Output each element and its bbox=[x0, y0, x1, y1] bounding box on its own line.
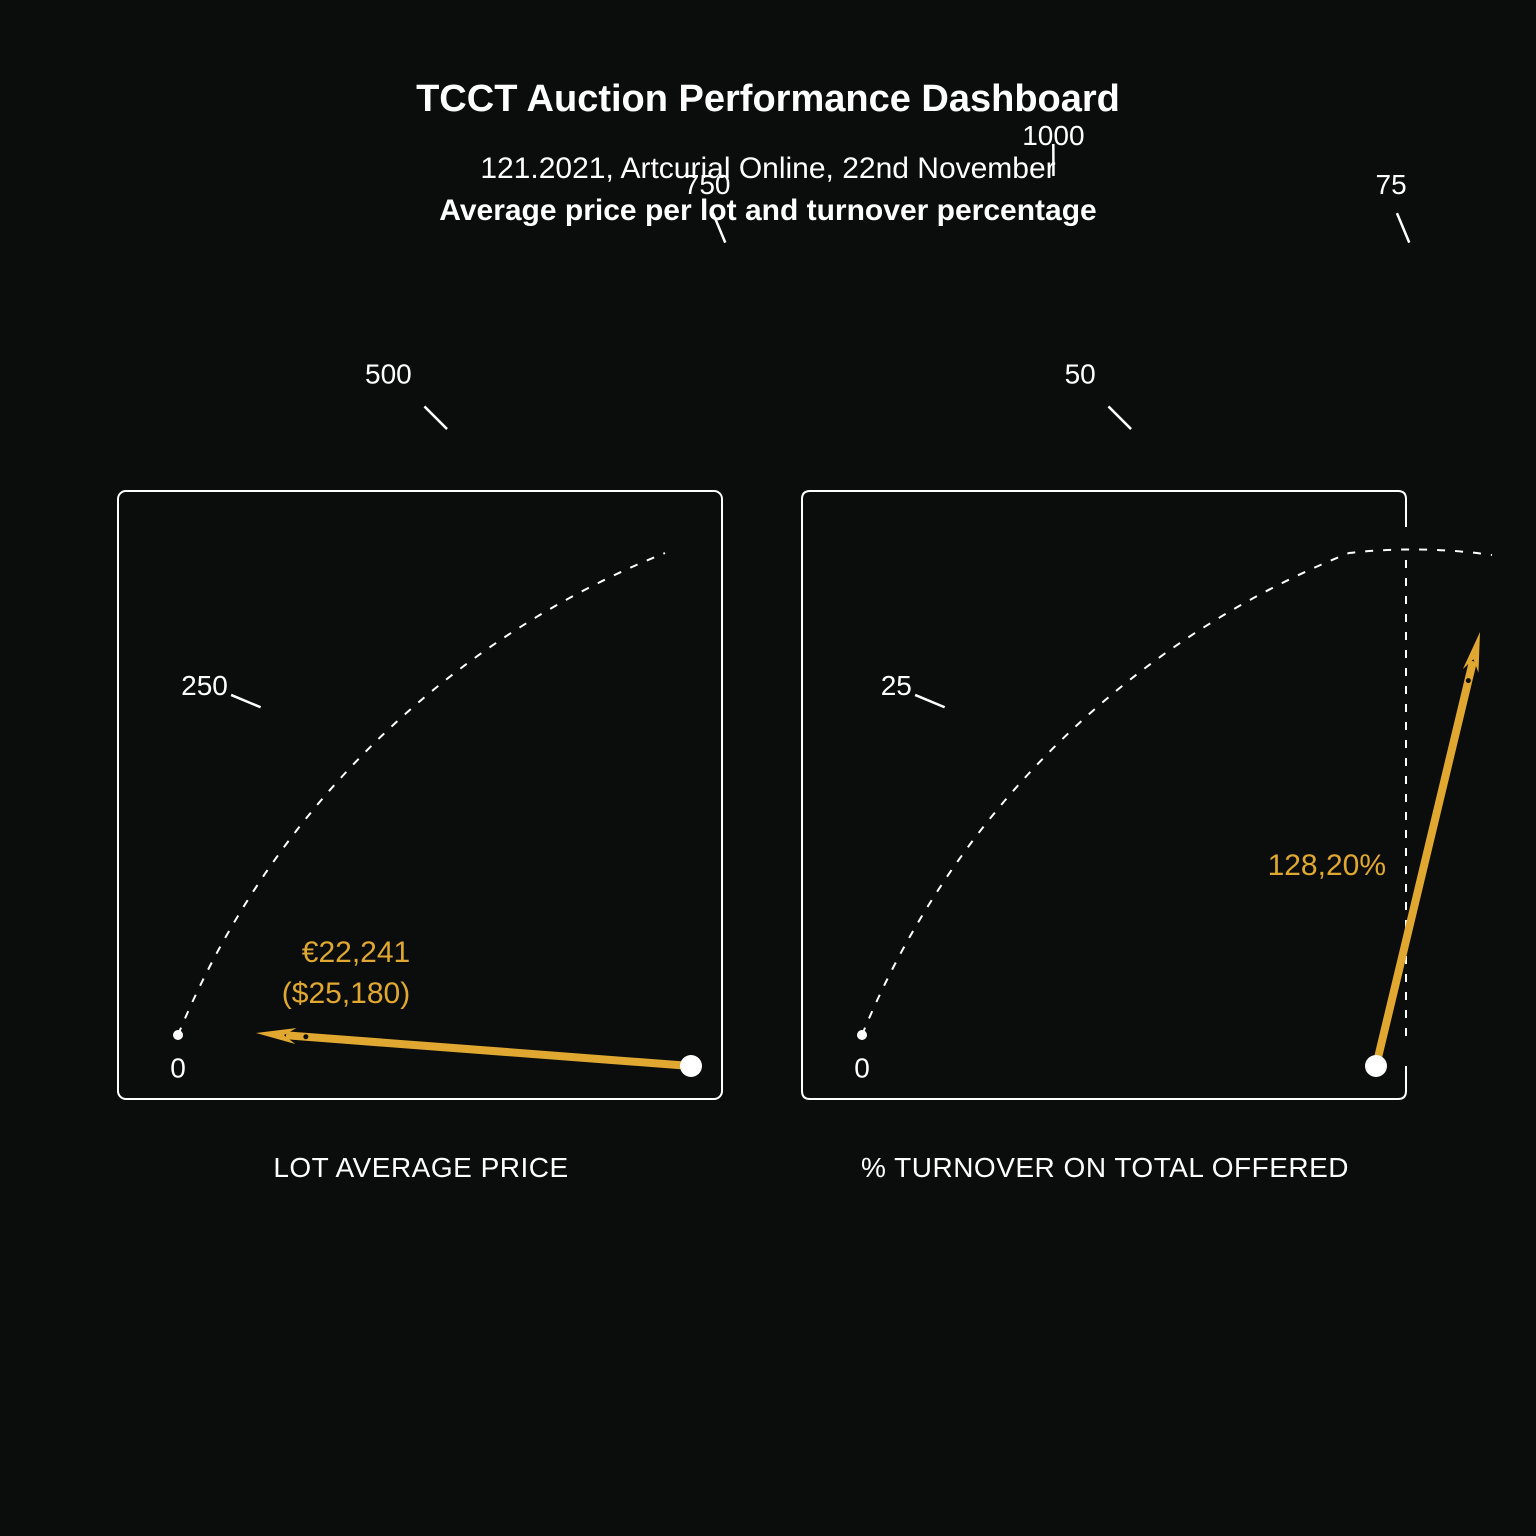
gauge-tick-label: 750 bbox=[684, 169, 731, 200]
gauge-tick-label: 0 bbox=[170, 1052, 186, 1083]
gauge-turnover-percentage: 0255075100 128,20% bbox=[854, 169, 1493, 1083]
gauge-needle-head bbox=[1462, 632, 1480, 673]
gauge-tick-label: 500 bbox=[365, 359, 412, 390]
gauge-tick-label: 50 bbox=[1065, 359, 1096, 390]
gauge-origin-dot bbox=[173, 1030, 183, 1040]
gauge-needle-hub bbox=[1365, 1055, 1387, 1077]
gauge-needle-head bbox=[256, 1028, 297, 1045]
page-subtitle-bold: Average price per lot and turnover perce… bbox=[439, 194, 1097, 227]
gauge-tick-label: 0 bbox=[854, 1052, 870, 1083]
gauge-value-label: 128,20% bbox=[1268, 849, 1386, 882]
gauge-needle-notch bbox=[1465, 678, 1471, 684]
gauge-label-right: % TURNOVER ON TOTAL OFFERED bbox=[860, 1152, 1349, 1183]
gauge-needle-shaft bbox=[1372, 661, 1477, 1070]
gauge-origin-dot bbox=[857, 1030, 867, 1040]
gauge-tick-label: 250 bbox=[181, 670, 228, 701]
gauge-frame-left bbox=[117, 490, 723, 1100]
gauge-tick-label: 1000 bbox=[1022, 120, 1084, 151]
gauge-needle-shaft bbox=[285, 1031, 695, 1070]
gauge-tick-mark bbox=[230, 693, 262, 709]
gauge-tick-mark bbox=[914, 693, 946, 709]
gauge-value-sublabel: ($25,180) bbox=[282, 977, 410, 1010]
gauge-needle-notch bbox=[303, 1034, 309, 1040]
gauge-scale-arc bbox=[177, 552, 666, 1036]
gauge-needle-hub bbox=[680, 1055, 702, 1077]
page-subtitle: 121.2021, Artcurial Online, 22nd Novembe… bbox=[480, 152, 1056, 185]
gauge-value-label: €22,241 bbox=[302, 936, 410, 969]
gauge-frame-right bbox=[801, 490, 1407, 1100]
gauge-tick-label: 75 bbox=[1376, 169, 1407, 200]
gauge-label-left: LOT AVERAGE PRICE bbox=[273, 1152, 569, 1183]
gauge-tick-label: 25 bbox=[881, 670, 912, 701]
gauge-tick-mark bbox=[1107, 405, 1132, 430]
gauge-tick-mark bbox=[423, 405, 448, 430]
gauge-tick-mark bbox=[711, 212, 727, 244]
gauge-tick-mark bbox=[1395, 212, 1411, 244]
page-title: TCCT Auction Performance Dashboard bbox=[416, 78, 1120, 120]
